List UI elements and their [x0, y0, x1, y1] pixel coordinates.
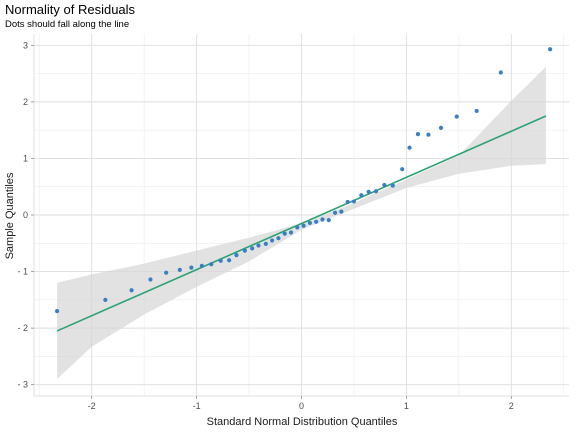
x-tick-label: 1 — [404, 401, 409, 411]
data-point — [148, 277, 152, 281]
data-point — [352, 199, 356, 203]
y-tick-label: - 2 — [17, 323, 28, 333]
data-point — [189, 266, 193, 270]
data-point — [289, 230, 293, 234]
y-tick-label: 0 — [23, 210, 28, 220]
data-point — [200, 264, 204, 268]
data-point — [256, 243, 260, 247]
data-point — [234, 253, 238, 257]
data-point — [374, 189, 378, 193]
y-axis-title: Sample Quantiles — [4, 172, 16, 259]
data-point — [164, 271, 168, 275]
data-point — [103, 298, 107, 302]
x-tick-label: 0 — [299, 401, 304, 411]
data-point — [295, 225, 299, 229]
data-point — [227, 258, 231, 262]
y-tick-label: 3 — [23, 40, 28, 50]
data-point — [359, 193, 363, 197]
x-tick-label: 2 — [509, 401, 514, 411]
axes-layer: -2 -1 0 1 2 - 3 - 2 - 1 0 1 2 3 — [17, 34, 569, 411]
data-point — [407, 146, 411, 150]
data-point — [367, 190, 371, 194]
data-point — [243, 249, 247, 253]
data-point — [382, 183, 386, 187]
y-tick-label: 2 — [23, 97, 28, 107]
data-point — [400, 167, 404, 171]
chart-title: Normality of Residuals — [5, 2, 136, 17]
data-point — [308, 221, 312, 225]
data-point — [333, 211, 337, 215]
data-point — [439, 126, 443, 130]
data-point — [264, 242, 268, 246]
data-point — [455, 114, 459, 118]
y-tick-label: - 3 — [17, 380, 28, 390]
plot-panel: -2 -1 0 1 2 - 3 - 2 - 1 0 1 2 3 — [17, 34, 569, 411]
chart-subtitle: Dots should fall along the line — [5, 19, 129, 30]
data-point — [219, 259, 223, 263]
data-point — [314, 220, 318, 224]
data-point — [270, 238, 274, 242]
data-point — [475, 109, 479, 113]
data-point — [499, 70, 503, 74]
data-point — [391, 183, 395, 187]
data-point — [250, 246, 254, 250]
data-point — [346, 200, 350, 204]
data-point — [320, 217, 324, 221]
data-point — [276, 236, 280, 240]
data-point — [178, 268, 182, 272]
y-tick-label: - 1 — [17, 267, 28, 277]
y-tick-label: 1 — [23, 153, 28, 163]
x-tick-label: -1 — [193, 401, 201, 411]
data-point — [548, 47, 552, 51]
x-axis-title: Standard Normal Distribution Quantiles — [207, 416, 398, 428]
grid-layer — [34, 34, 569, 396]
data-point — [283, 232, 287, 236]
data-point — [339, 210, 343, 214]
x-tick-label: -2 — [88, 401, 96, 411]
data-point — [129, 288, 133, 292]
data-point — [209, 262, 213, 266]
data-point — [327, 218, 331, 222]
data-point — [301, 224, 305, 228]
data-point — [426, 133, 430, 137]
data-point — [416, 132, 420, 136]
data-point — [55, 309, 59, 313]
